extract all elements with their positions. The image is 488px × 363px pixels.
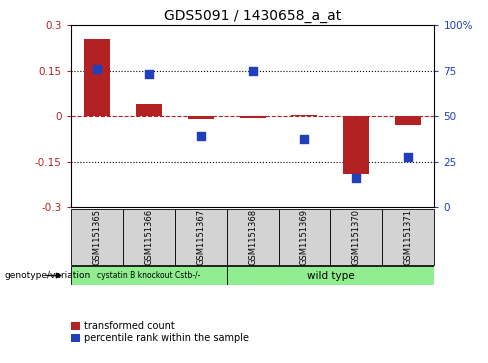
Point: [197, 133, 204, 139]
Bar: [279, 209, 330, 265]
Text: percentile rank within the sample: percentile rank within the sample: [84, 333, 249, 343]
Point: [248, 69, 257, 74]
Text: transformed count: transformed count: [84, 321, 175, 331]
Point: [405, 154, 412, 160]
Text: GSM1151365: GSM1151365: [92, 209, 101, 265]
Point: [93, 66, 101, 72]
Bar: [84, 39, 110, 116]
Text: GSM1151367: GSM1151367: [196, 209, 205, 265]
Bar: [136, 104, 162, 116]
Bar: [71, 266, 226, 285]
Bar: [344, 116, 369, 174]
Text: cystatin B knockout Cstb-/-: cystatin B knockout Cstb-/-: [97, 271, 201, 280]
Bar: [395, 116, 421, 125]
Text: genotype/variation: genotype/variation: [5, 271, 91, 280]
Text: GSM1151369: GSM1151369: [300, 209, 309, 265]
Bar: [226, 266, 434, 285]
Bar: [71, 209, 122, 265]
Bar: [240, 116, 265, 118]
Bar: [187, 116, 214, 119]
Text: GSM1151370: GSM1151370: [352, 209, 361, 265]
Bar: [175, 209, 226, 265]
Point: [352, 175, 360, 181]
Text: GSM1151368: GSM1151368: [248, 209, 257, 265]
Text: GSM1151366: GSM1151366: [144, 209, 153, 265]
Point: [301, 136, 308, 142]
Bar: [122, 209, 175, 265]
Bar: [330, 209, 383, 265]
Text: GSM1151371: GSM1151371: [404, 209, 413, 265]
Text: wild type: wild type: [306, 270, 354, 281]
Bar: [383, 209, 434, 265]
Bar: [291, 115, 318, 116]
Bar: [226, 209, 279, 265]
Point: [145, 71, 153, 77]
Title: GDS5091 / 1430658_a_at: GDS5091 / 1430658_a_at: [164, 9, 341, 23]
